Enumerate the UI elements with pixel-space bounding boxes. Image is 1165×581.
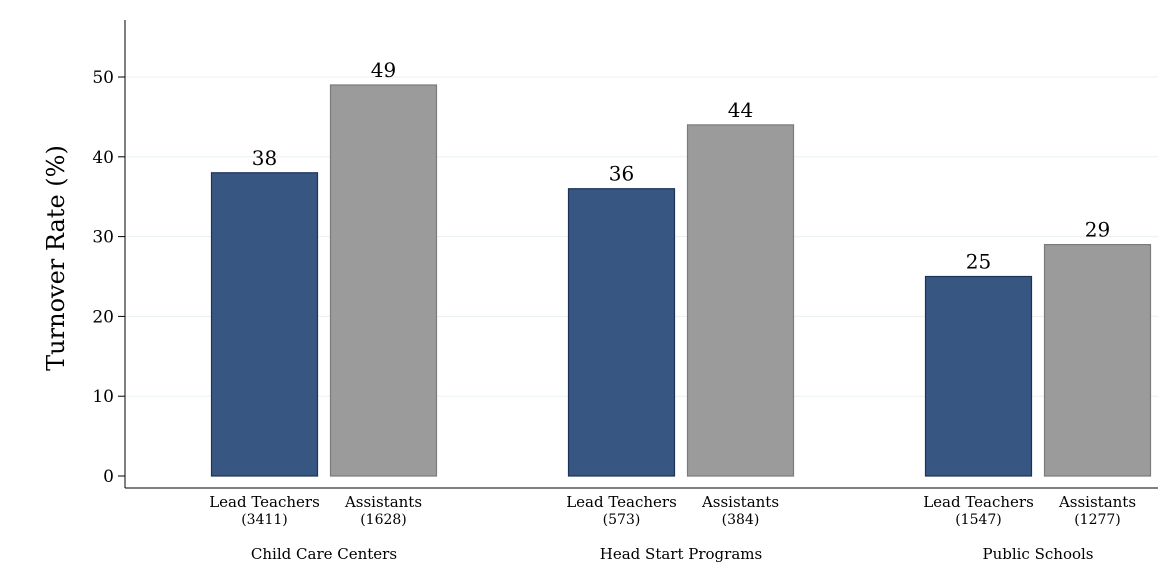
x-tick-labels: Lead Teachers(3411)Assistants(1628)Lead … [209, 493, 1136, 528]
x-category-label: Lead Teachers [923, 493, 1034, 511]
x-category-label: Assistants [701, 493, 779, 511]
x-category-label: Lead Teachers [566, 493, 677, 511]
bar-lead-teachers [569, 189, 675, 476]
group-label: Child Care Centers [251, 545, 397, 563]
bar-value-label: 36 [609, 162, 634, 186]
bar-lead-teachers [212, 173, 318, 476]
x-sample-size-label: (1628) [360, 512, 407, 528]
x-sample-size-label: (1547) [955, 512, 1002, 528]
bar-value-label: 44 [728, 98, 753, 122]
group-labels: Child Care Centers Head Start Programs Pub… [251, 545, 1094, 563]
y-axis-title: Turnover Rate (%) [42, 145, 70, 371]
y-tick-label: 40 [92, 148, 114, 168]
y-tick-label: 0 [103, 467, 114, 487]
bar-assistants [688, 125, 794, 476]
bar-value-label: 38 [252, 146, 277, 170]
x-category-label: Assistants [344, 493, 422, 511]
y-tick-label: 10 [92, 387, 114, 407]
x-category-label: Lead Teachers [209, 493, 320, 511]
x-category-label: Assistants [1058, 493, 1136, 511]
bar-value-label: 25 [966, 250, 991, 274]
bars [212, 85, 1151, 476]
bar-assistants [1045, 245, 1151, 476]
group-label: Public Schools [982, 545, 1093, 563]
x-sample-size-label: (3411) [241, 512, 288, 528]
y-tick-label: 30 [92, 228, 114, 248]
bar-assistants [331, 85, 437, 476]
x-sample-size-label: (573) [603, 512, 641, 528]
y-tick-label: 20 [92, 307, 114, 327]
x-sample-size-label: (1277) [1074, 512, 1121, 528]
y-ticks: 0 10 20 30 40 50 [92, 68, 125, 487]
bar-value-label: 49 [371, 58, 396, 82]
group-label: Head Start Programs [600, 545, 762, 563]
x-sample-size-label: (384) [722, 512, 760, 528]
y-tick-label: 50 [92, 68, 114, 88]
bar-value-label: 29 [1085, 218, 1110, 242]
bar-lead-teachers [926, 277, 1032, 477]
